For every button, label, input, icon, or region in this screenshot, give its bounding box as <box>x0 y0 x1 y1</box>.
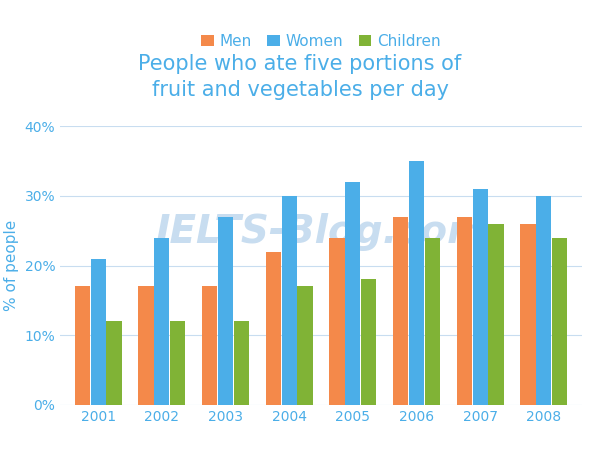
Bar <box>409 161 424 405</box>
Bar <box>202 287 217 405</box>
Bar <box>329 238 344 405</box>
Bar <box>361 279 376 405</box>
Bar <box>298 287 313 405</box>
Text: IELTS-Blog.com: IELTS-Blog.com <box>155 213 487 251</box>
Bar <box>488 224 504 405</box>
Bar <box>154 238 169 405</box>
Bar <box>281 196 297 405</box>
Bar <box>218 216 233 405</box>
Bar <box>536 196 551 405</box>
Bar <box>91 258 106 405</box>
Bar <box>234 321 249 405</box>
Text: People who ate five portions of
fruit and vegetables per day: People who ate five portions of fruit an… <box>139 54 461 100</box>
Bar <box>425 238 440 405</box>
Bar <box>266 252 281 405</box>
Bar <box>170 321 185 405</box>
Bar <box>552 238 568 405</box>
Legend: Men, Women, Children: Men, Women, Children <box>196 27 446 55</box>
Bar <box>139 287 154 405</box>
Bar <box>520 224 536 405</box>
Bar <box>106 321 122 405</box>
Bar <box>457 216 472 405</box>
Y-axis label: % of people: % of people <box>4 220 19 311</box>
Bar <box>345 182 361 405</box>
Bar <box>74 287 90 405</box>
Bar <box>393 216 408 405</box>
Bar <box>473 189 488 405</box>
